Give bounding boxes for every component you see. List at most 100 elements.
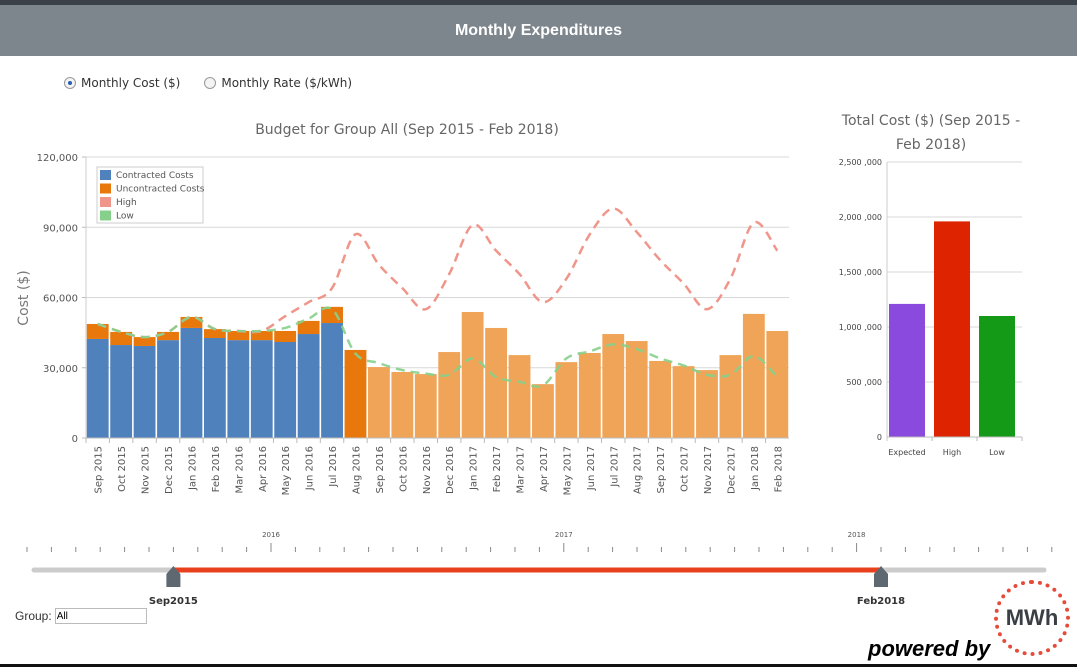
radio-label: Monthly Cost ($) — [81, 76, 181, 90]
group-input[interactable] — [54, 608, 147, 624]
bar-uncontracted — [180, 316, 203, 328]
bar-uncontracted — [766, 330, 789, 438]
bar-contracted — [227, 340, 250, 438]
timeline-year-label: 2017 — [555, 531, 573, 539]
top-bar — [0, 0, 1077, 5]
bar-contracted — [133, 345, 156, 438]
range-start-label: Sep2015 — [149, 596, 198, 607]
metric-radio-group: Monthly Cost ($) Monthly Rate ($/kWh) — [64, 76, 352, 90]
y-tick-label: 60,000 — [43, 294, 78, 305]
bar-uncontracted — [696, 370, 718, 438]
x-tick-label: Oct 2015 — [117, 446, 128, 492]
bar-uncontracted — [438, 352, 461, 438]
bar-uncontracted — [461, 312, 484, 438]
bar-uncontracted — [133, 337, 156, 346]
legend-box — [96, 166, 204, 224]
radio-selected-icon[interactable] — [64, 77, 76, 89]
x-tick-label: Nov 2015 — [141, 446, 152, 494]
bar-uncontracted — [508, 355, 531, 438]
bar-contracted — [321, 323, 343, 438]
range-start-handle[interactable] — [166, 566, 181, 587]
x-tick-label: Jun 2016 — [305, 446, 316, 491]
line-low — [97, 306, 779, 388]
x-tick-label: Nov 2016 — [422, 446, 433, 494]
x-tick-label: Nov 2017 — [703, 446, 714, 494]
y-tick-label: 0 — [72, 434, 78, 445]
x-tick-label: Jan 2018 — [750, 446, 761, 491]
x-tick-label: Dec 2015 — [164, 446, 175, 494]
page-title: Monthly Expenditures — [454, 21, 623, 39]
x-tick-label: Low — [989, 448, 1005, 457]
x-tick-label: Aug 2017 — [633, 446, 644, 494]
x-tick-label: Jun 2017 — [586, 446, 597, 491]
x-tick-label: Feb 2016 — [211, 446, 222, 492]
bar-contracted — [86, 338, 109, 438]
total-bar-high — [934, 221, 970, 437]
x-tick-label: Mar 2016 — [234, 446, 245, 494]
x-tick-label: Dec 2017 — [726, 446, 737, 494]
group-filter: Group: — [15, 608, 147, 624]
x-tick-label: Dec 2016 — [445, 446, 456, 494]
bottom-border — [0, 664, 1077, 667]
x-tick-label: Aug 2016 — [351, 446, 362, 494]
x-tick-label: Sep 2015 — [94, 446, 105, 493]
x-tick-label: Apr 2016 — [258, 446, 269, 492]
timeline-year-label: 2016 — [262, 531, 280, 539]
bar-uncontracted — [368, 367, 390, 438]
bar-uncontracted — [649, 360, 672, 438]
bar-uncontracted — [485, 327, 507, 438]
radio-monthly-rate[interactable]: Monthly Rate ($/kWh) — [204, 76, 352, 90]
y-tick-label: 1,000 ,000 — [839, 323, 882, 332]
range-end-label: Feb2018 — [857, 596, 905, 607]
legend-swatch — [100, 197, 111, 207]
radio-unselected-icon[interactable] — [204, 77, 217, 89]
side-chart-title: Total Cost ($) (Sep 2015 - — [841, 113, 1020, 129]
legend-swatch — [100, 170, 111, 180]
y-tick-label: 2,500 ,000 — [839, 158, 882, 167]
bar-contracted — [203, 338, 226, 438]
group-label: Group: — [15, 609, 52, 623]
x-tick-label: Jan 2016 — [187, 446, 198, 491]
main-chart-title: Budget for Group All (Sep 2015 - Feb 201… — [255, 122, 559, 138]
range-end-handle[interactable] — [874, 566, 888, 587]
y-tick-label: 1,500 ,000 — [839, 268, 882, 277]
bar-contracted — [110, 345, 133, 438]
y-axis-label: Cost ($) — [16, 270, 32, 325]
bar-uncontracted — [86, 323, 109, 339]
bar-contracted — [180, 327, 203, 438]
x-tick-label: Jul 2017 — [609, 446, 620, 488]
legend-label: Uncontracted Costs — [116, 185, 205, 195]
page-header: Monthly Expenditures — [0, 5, 1077, 56]
bar-uncontracted — [391, 371, 414, 438]
x-tick-label: Oct 2016 — [398, 446, 409, 492]
total-bar-low — [979, 316, 1015, 437]
logo-text: MWh — [1005, 605, 1059, 630]
x-tick-label: Oct 2017 — [680, 446, 691, 492]
bar-uncontracted — [110, 331, 133, 346]
bar-contracted — [250, 340, 273, 438]
x-tick-label: May 2017 — [562, 446, 573, 495]
bar-uncontracted — [297, 320, 320, 335]
bar-contracted — [274, 341, 297, 438]
bar-uncontracted — [602, 334, 625, 438]
bar-uncontracted — [625, 341, 648, 438]
bar-uncontracted — [250, 330, 273, 341]
legend-label: Contracted Costs — [116, 171, 194, 181]
legend-swatch — [100, 183, 111, 194]
bar-contracted — [297, 334, 320, 438]
legend-label: High — [116, 198, 137, 208]
x-tick-label: Apr 2017 — [539, 446, 550, 492]
mwh-logo: MWh — [994, 580, 1070, 656]
bar-uncontracted — [274, 330, 297, 342]
bar-uncontracted — [344, 349, 367, 438]
y-tick-label: 500 ,000 — [846, 378, 882, 387]
x-tick-label: Feb 2017 — [492, 446, 503, 492]
x-tick-label: Sep 2016 — [375, 446, 386, 493]
bar-uncontracted — [672, 366, 695, 438]
radio-monthly-cost[interactable]: Monthly Cost ($) — [64, 76, 180, 90]
x-tick-label: Jul 2016 — [328, 446, 339, 488]
x-tick-label: Expected — [888, 448, 925, 457]
legend-label: Low — [116, 212, 134, 222]
y-tick-label: 30,000 — [43, 364, 78, 375]
